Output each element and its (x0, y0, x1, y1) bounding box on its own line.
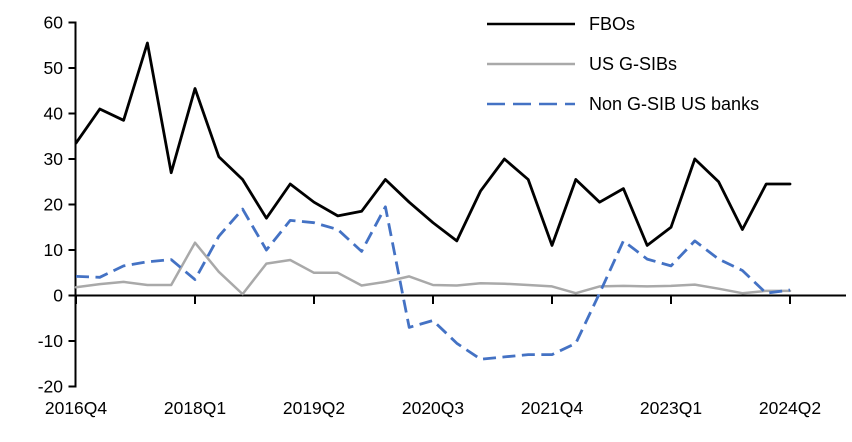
series-line-fbos (74, 41, 792, 247)
series-line-non-g-sib-us-banks (75, 205, 791, 361)
y-tick-label: 50 (44, 58, 64, 78)
y-tick-label: -10 (38, 331, 64, 351)
legend-label-non-gsib-us-banks: Non G-SIB US banks (589, 93, 760, 114)
legend-swatch-non-gsib-us-banks (487, 102, 575, 106)
y-tick-label: 60 (44, 13, 64, 33)
legend-swatch-us-gsibs (487, 62, 575, 66)
y-tick-label: 10 (44, 240, 64, 260)
x-tick-label: 2016Q4 (45, 398, 108, 418)
y-tick-label: 20 (44, 195, 64, 215)
y-tick-label: 40 (44, 104, 64, 124)
x-tick-label: 2021Q4 (521, 398, 584, 418)
y-tick-label: -20 (38, 377, 64, 397)
legend-label-fbos: FBOs (589, 13, 636, 34)
legend-label-us-gsibs: US G-SIBs (589, 53, 678, 74)
x-tick-label: 2019Q2 (283, 398, 345, 418)
y-tick-label: 0 (53, 286, 63, 306)
legend-swatch-fbos (487, 22, 575, 26)
legend-item-us-gsibs: US G-SIBs (487, 44, 759, 84)
chart-legend: FBOs US G-SIBs Non G-SIB US banks (487, 4, 759, 124)
series-line-us-g-sibs (74, 241, 792, 296)
legend-item-non-gsib-us-banks: Non G-SIB US banks (487, 84, 759, 124)
x-tick-label: 2018Q1 (164, 398, 226, 418)
y-tick-label: 30 (44, 149, 64, 169)
x-tick-label: 2023Q1 (640, 398, 702, 418)
legend-item-fbos: FBOs (487, 4, 759, 44)
x-tick-label: 2024Q2 (759, 398, 821, 418)
x-tick-label: 2020Q3 (402, 398, 464, 418)
